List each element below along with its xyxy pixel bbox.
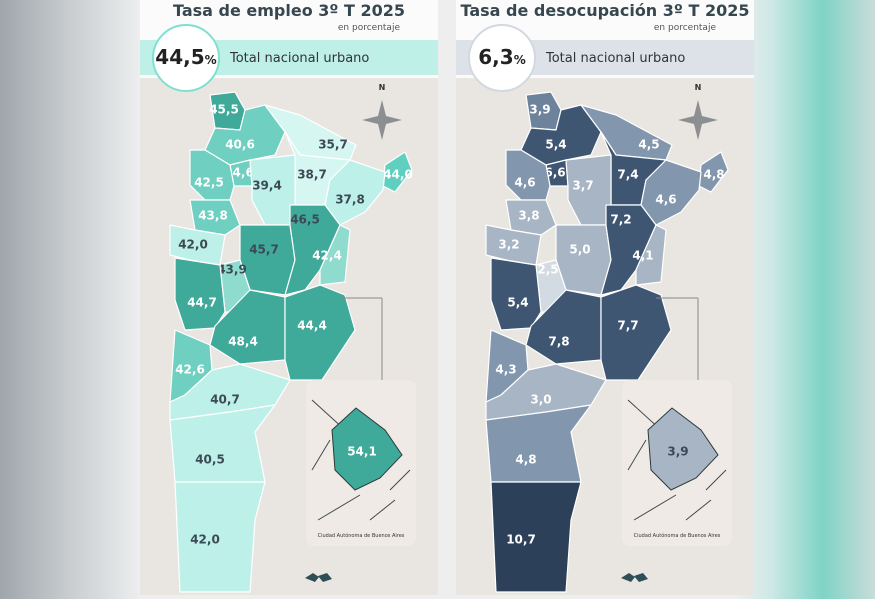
province-value: 38,7: [297, 168, 327, 182]
province-value: 42,6: [175, 363, 205, 377]
national-value: 6,3%: [478, 45, 525, 69]
province-value: 39,4: [252, 179, 282, 193]
province-value: 7,4: [617, 168, 638, 182]
province-value: 2,5: [537, 263, 558, 277]
province: [490, 481, 582, 593]
province-value: 40,5: [195, 453, 225, 467]
province-value: 6,6: [544, 166, 565, 180]
inset-caption: Ciudad Autónoma de Buenos Aires: [634, 532, 721, 539]
province-value: 48,4: [228, 335, 258, 349]
compass-label: N: [379, 83, 386, 92]
panel: Tasa de desocupación 3º T 2025 en porcent…: [456, 0, 754, 595]
summary-circle: [152, 24, 220, 92]
province-value: 45,5: [209, 103, 239, 117]
province-value: 40,6: [225, 138, 255, 152]
compass: [678, 100, 718, 140]
national-value-unit: %: [514, 53, 526, 67]
province-value: 35,7: [318, 138, 348, 152]
province-value: 43,8: [198, 209, 228, 223]
inset-value: 54,1: [347, 445, 377, 459]
province-value: 4,8: [703, 168, 724, 182]
inset-value: 3,9: [667, 445, 688, 459]
province: [600, 284, 672, 381]
province-value: 45,7: [249, 243, 279, 257]
province: [174, 481, 266, 593]
province-value: 4,6: [514, 176, 535, 190]
province: [505, 149, 551, 201]
province: [174, 257, 226, 331]
province-value: 5,0: [569, 243, 590, 257]
province-value: 10,7: [506, 533, 536, 547]
province: [635, 224, 667, 286]
panel-title: Tasa de empleo 3º T 2025: [173, 1, 405, 20]
national-label: Total nacional urbano: [545, 51, 685, 66]
province: [319, 224, 351, 286]
province-value: 37,8: [335, 193, 365, 207]
province: [189, 199, 241, 236]
province-value: 4,3: [495, 363, 516, 377]
province-value: 42,0: [190, 533, 220, 547]
summary-circle: [468, 24, 536, 92]
compass-label: N: [695, 83, 702, 92]
province-value: 42,5: [194, 176, 224, 190]
province: [490, 257, 542, 331]
province-value: 3,2: [498, 238, 519, 252]
province-value: 40,7: [210, 393, 240, 407]
panel: Tasa de empleo 3º T 2025 en porcentaje 44,…: [140, 0, 438, 595]
panel-subtitle: en porcentaje: [654, 23, 717, 33]
panel-subtitle: en porcentaje: [338, 23, 401, 33]
national-value-unit: %: [205, 53, 217, 67]
malvinas: [305, 573, 332, 582]
province-value: 44,7: [187, 296, 217, 310]
national-value-number: 6,3: [478, 45, 513, 69]
province-value: 43,9: [217, 263, 247, 277]
province-value: 4,8: [515, 453, 536, 467]
province-value: 3,8: [518, 209, 539, 223]
national-value-number: 44,5: [155, 45, 204, 69]
province-value: 5,4: [507, 296, 528, 310]
national-label: Total nacional urbano: [229, 51, 369, 66]
province-value: 44,4: [297, 319, 327, 333]
province-value: 7,2: [610, 213, 631, 227]
national-value: 44,5%: [155, 45, 216, 69]
inset-streets: [627, 399, 727, 521]
province: [505, 199, 557, 236]
province: [284, 284, 356, 381]
province-value: 42,4: [312, 249, 342, 263]
province-value: 7,7: [617, 319, 638, 333]
province-value: 42,0: [178, 238, 208, 252]
province-value: 4,6: [655, 193, 676, 207]
inset-caption: Ciudad Autónoma de Buenos Aires: [318, 532, 405, 539]
province-value: 4,1: [632, 249, 653, 263]
province-value: 5,4: [545, 138, 566, 152]
malvinas: [621, 573, 648, 582]
province-value: 3,0: [530, 393, 551, 407]
province-value: 46,5: [290, 213, 320, 227]
caba: [647, 407, 719, 491]
caba: [331, 407, 403, 491]
province-value: 4,5: [638, 138, 659, 152]
province-value: 44,0: [383, 168, 413, 182]
compass: [362, 100, 402, 140]
inset-streets: [311, 399, 411, 521]
province-value: 7,8: [548, 335, 569, 349]
province-value: 3,7: [572, 179, 593, 193]
province: [189, 149, 235, 201]
province-value: 3,9: [529, 103, 550, 117]
panel-title: Tasa de desocupación 3º T 2025: [460, 1, 749, 20]
